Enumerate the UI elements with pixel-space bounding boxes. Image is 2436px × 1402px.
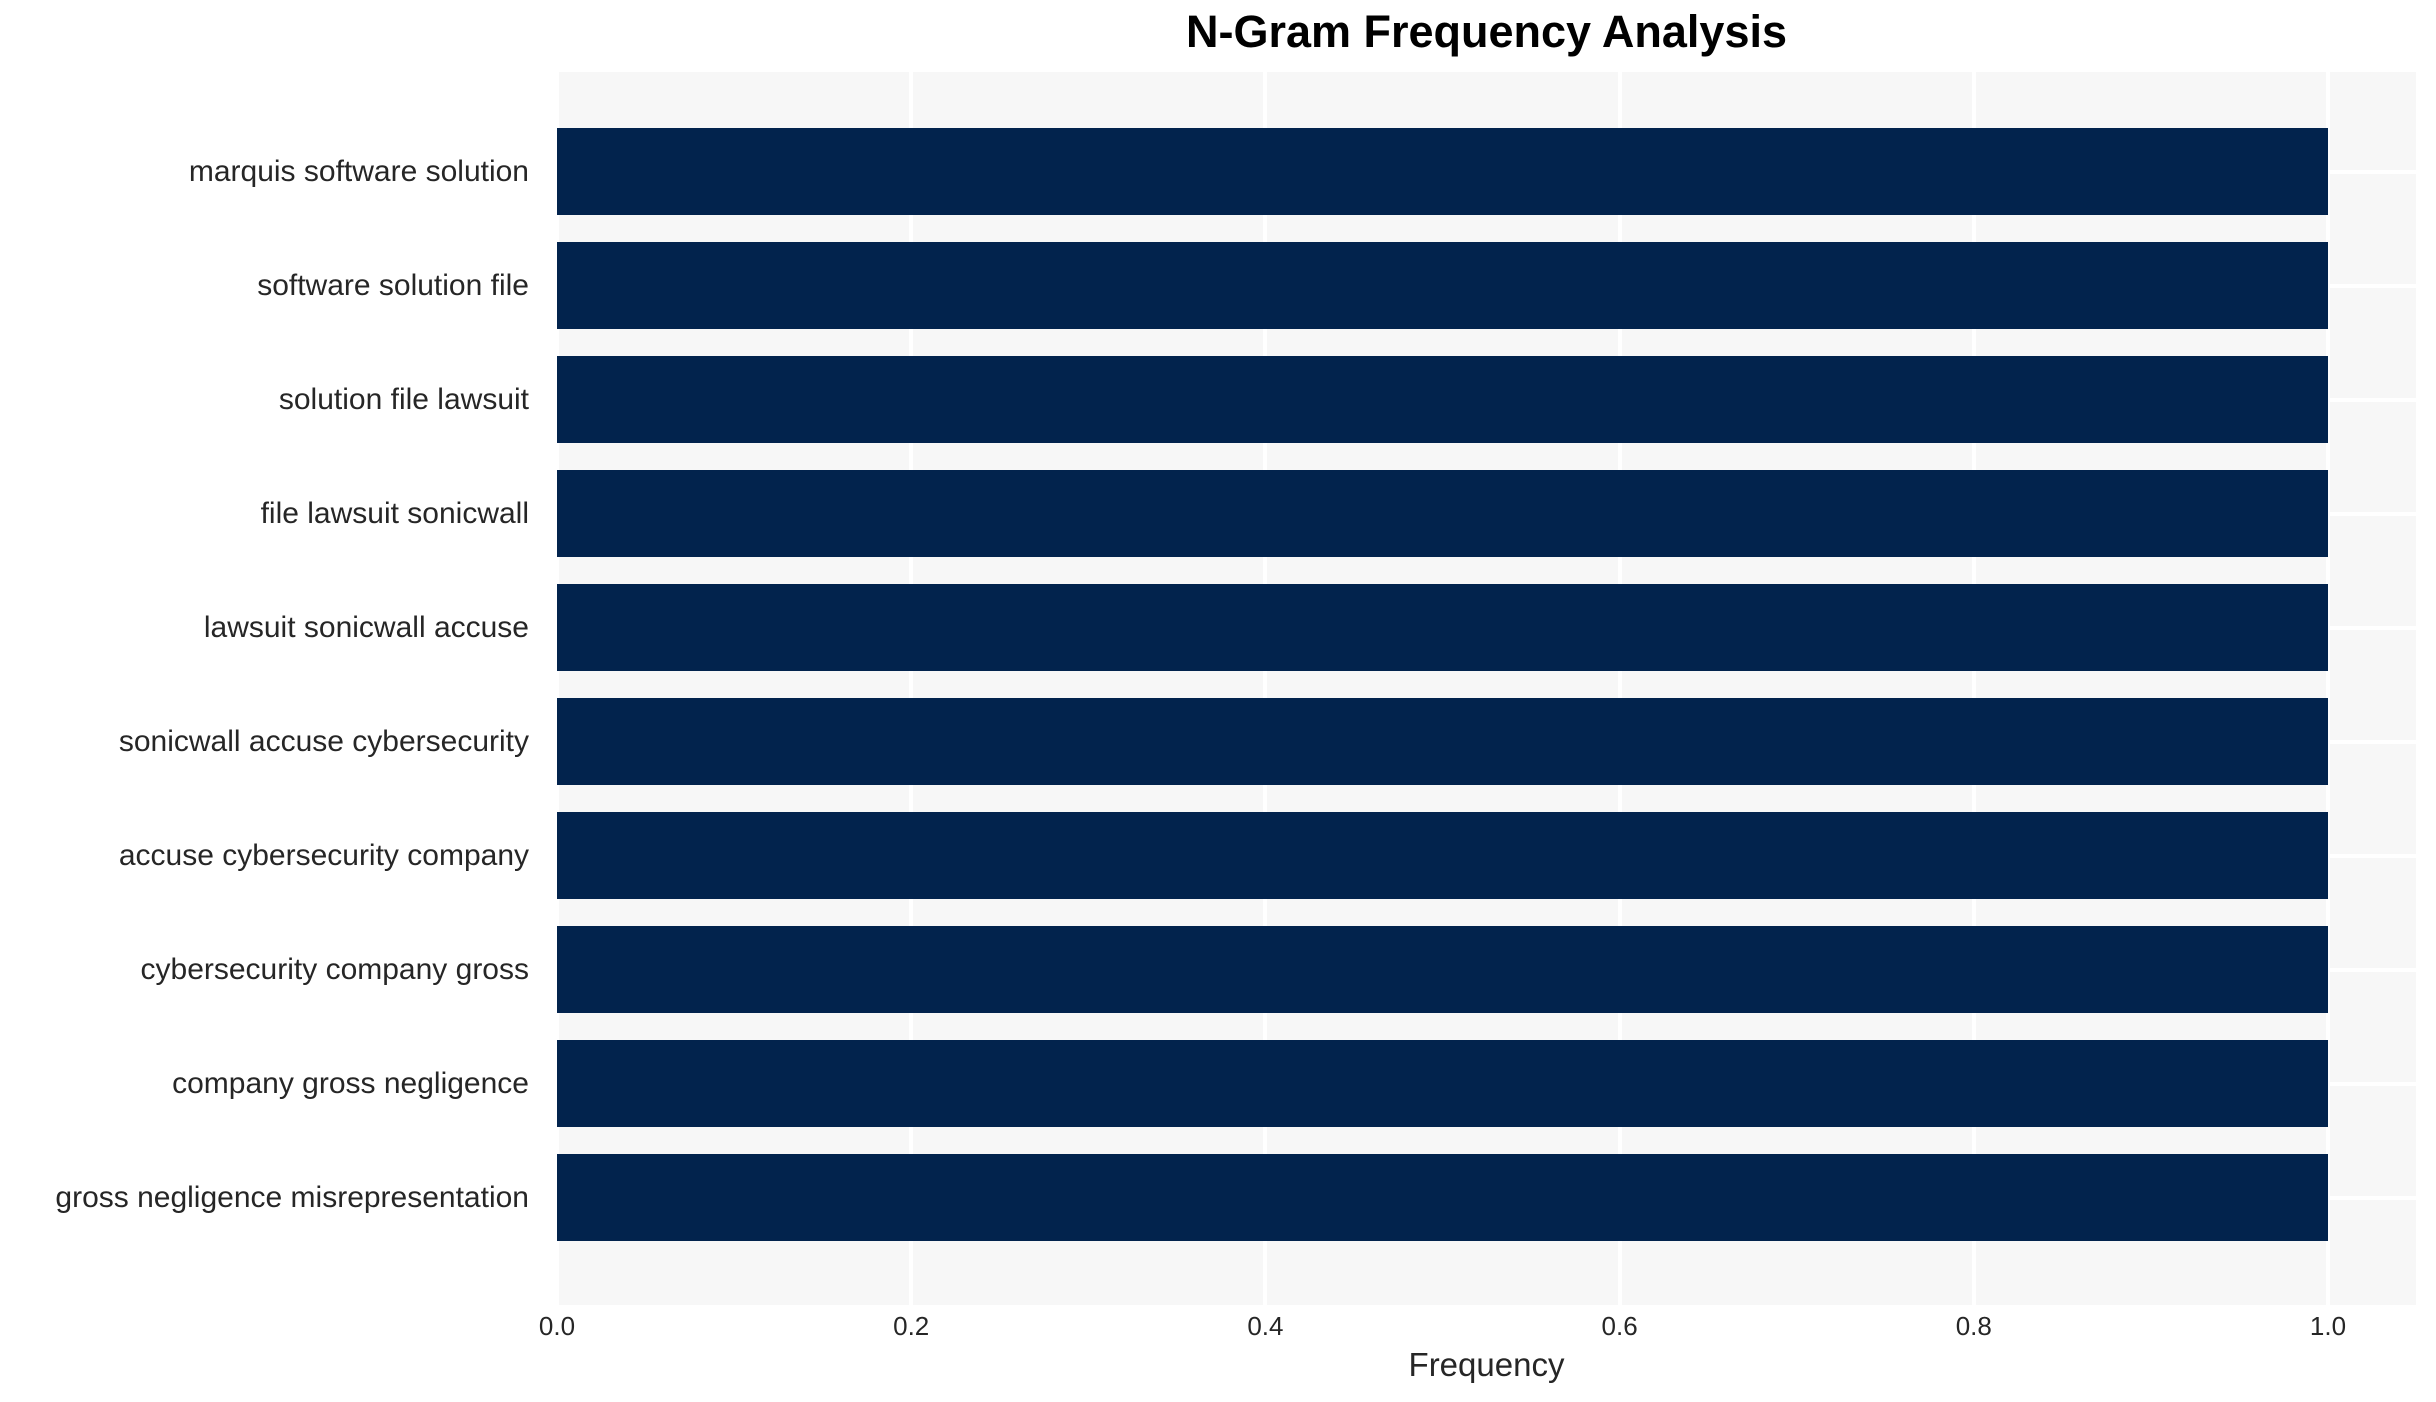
y-tick-label: software solution file — [257, 268, 529, 302]
y-tick-label: sonicwall accuse cybersecurity — [118, 724, 529, 758]
y-tick-label: lawsuit sonicwall accuse — [203, 610, 529, 644]
x-tick-label: 0.0 — [538, 1311, 576, 1341]
x-tick-label: 1.0 — [2309, 1311, 2347, 1341]
gridline-vertical — [1263, 72, 1268, 1305]
y-tick-label: cybersecurity company gross — [140, 952, 529, 986]
y-tick-label: accuse cybersecurity company — [118, 838, 529, 872]
x-tick-label: 0.4 — [1247, 1311, 1284, 1341]
y-axis-labels: marquis software solution software soluti… — [0, 72, 543, 1305]
bar — [557, 698, 2328, 785]
gridline-vertical — [1617, 72, 1622, 1305]
x-axis-title: Frequency — [1408, 1346, 1565, 1383]
bar — [557, 812, 2328, 899]
y-tick-label: file lawsuit sonicwall — [260, 496, 529, 530]
bar — [557, 470, 2328, 557]
gridline-vertical — [1971, 72, 1976, 1305]
bar — [557, 356, 2328, 443]
gridline-vertical — [555, 72, 559, 1305]
bar — [557, 242, 2328, 329]
bar — [557, 926, 2328, 1013]
x-axis: 0.0 0.2 0.4 0.6 0.8 1.0 — [539, 1311, 2416, 1347]
gridline-vertical — [909, 72, 914, 1305]
y-tick-label: solution file lawsuit — [278, 382, 529, 416]
gridline-vertical — [2326, 72, 2330, 1305]
x-tick-label: 0.6 — [1601, 1311, 1638, 1341]
bar — [557, 1154, 2328, 1241]
y-tick-label: marquis software solution — [188, 154, 529, 188]
plot-area — [555, 72, 2416, 1305]
x-tick-label: 0.8 — [1955, 1311, 1992, 1341]
bar — [557, 1040, 2328, 1127]
bar — [557, 584, 2328, 671]
bar — [557, 128, 2328, 215]
y-tick-label: gross negligence misrepresentation — [55, 1180, 529, 1214]
x-tick-label: 0.2 — [893, 1311, 930, 1341]
y-tick-label: company gross negligence — [172, 1066, 529, 1100]
chart-title: N-Gram Frequency Analysis — [1185, 6, 1788, 57]
